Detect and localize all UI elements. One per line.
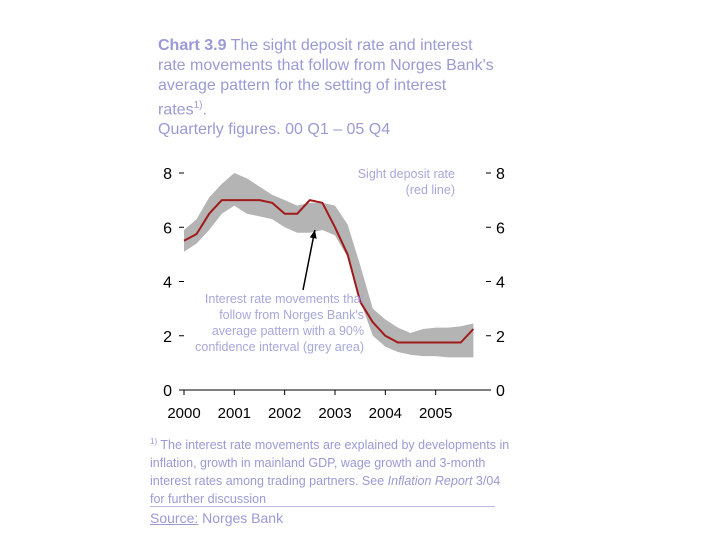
y-tick-label-right: 4	[496, 275, 505, 292]
x-tick-label: 2005	[419, 405, 452, 422]
footnote: 1) The interest rate movements are expla…	[150, 433, 510, 508]
footnote-mark: 1)	[150, 437, 158, 446]
y-tick-label-left: 6	[163, 220, 172, 237]
annotation-arrowhead	[309, 229, 317, 239]
chart-number: Chart 3.9	[158, 37, 227, 54]
band-annotation-line: confidence interval (grey area)	[195, 340, 364, 354]
footnote-italic: Inflation Report	[387, 474, 473, 489]
y-tick-label-left: 4	[163, 275, 172, 292]
band-annotation-line: average pattern with a 90%	[212, 324, 364, 338]
annotation-arrow	[302, 229, 316, 291]
y-tick-label-left: 8	[163, 166, 172, 183]
line-annotation: Sight deposit rate (red line)	[358, 167, 455, 197]
band-annotation: Interest rate movements that follow from …	[195, 292, 364, 354]
source-text: Norges Bank	[202, 510, 284, 526]
y-tick-label-left: 2	[163, 329, 172, 346]
y-tick-label-right: 2	[496, 329, 505, 346]
confidence-band	[184, 173, 474, 358]
chart-title: Chart 3.9 The sight deposit rate and int…	[158, 36, 498, 140]
footnote-text-2: 3/04 for further discussion	[150, 474, 501, 507]
sight-deposit-rate-line	[183, 199, 475, 344]
chart-title-text: The sight deposit rate and interest rate…	[158, 37, 494, 119]
y-tick-label-left: 0	[163, 383, 172, 400]
x-tick-label: 2002	[268, 405, 301, 422]
source: Source: Norges Bank	[150, 510, 283, 526]
sight-deposit-rate-path	[183, 199, 475, 344]
y-tick-label-right: 8	[496, 166, 505, 183]
confidence-band-area	[184, 173, 474, 358]
line-annotation-line: Sight deposit rate	[358, 167, 455, 181]
chart-subtitle: Quarterly figures. 00 Q1 – 05 Q4	[158, 121, 391, 139]
y-tick-label-right: 0	[496, 383, 505, 400]
chart-title-end: .	[202, 101, 207, 119]
x-tick-label: 2003	[318, 405, 351, 422]
x-tick-label: 2001	[218, 405, 251, 422]
footnote-text-1: The interest rate movements are explaine…	[150, 438, 510, 489]
chart-title-footnote-mark: 1)	[193, 100, 203, 111]
x-tick-label: 2004	[369, 405, 402, 422]
x-tick-label: 2000	[167, 405, 200, 422]
footnote-divider	[150, 506, 495, 507]
annotations: Sight deposit rate (red line) Interest rat…	[195, 167, 455, 354]
band-annotation-line: follow from Norges Bank's	[219, 308, 364, 322]
band-annotation-line: Interest rate movements that	[205, 292, 365, 306]
line-annotation-line: (red line)	[406, 183, 455, 197]
y-tick-label-right: 6	[496, 220, 505, 237]
axes: 0 0 2 2 4 4 6 6 8 8 2000 2001 2002 2003 2004 2005	[163, 166, 505, 422]
source-label: Source:	[150, 510, 199, 526]
